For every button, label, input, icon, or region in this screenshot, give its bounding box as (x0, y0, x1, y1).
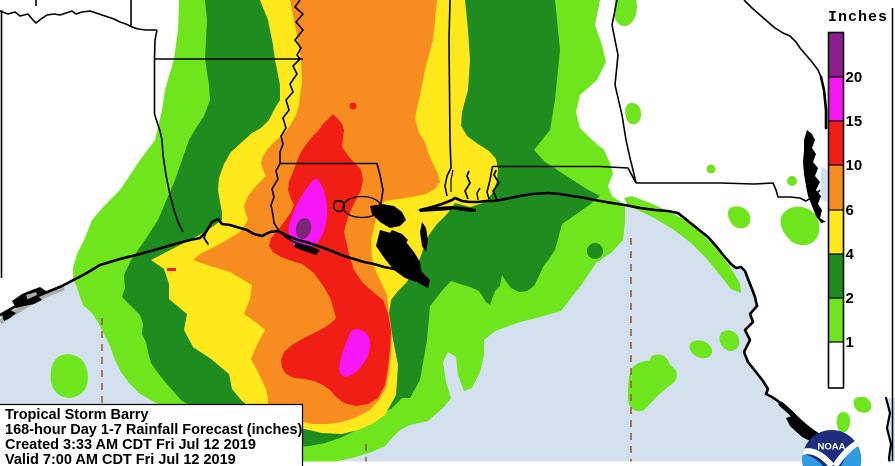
svg-text:10: 10 (846, 157, 863, 174)
svg-text:1: 1 (846, 334, 854, 351)
svg-text:4: 4 (846, 246, 855, 263)
svg-text:Created 3:33 AM CDT Fri Jul 12: Created 3:33 AM CDT Fri Jul 12 2019 (5, 437, 256, 453)
svg-text:NOAA: NOAA (818, 442, 846, 453)
svg-text:Inches: Inches (828, 9, 888, 26)
svg-text:20: 20 (846, 69, 863, 86)
svg-text:Valid 7:00 AM CDT Fri Jul 12 2: Valid 7:00 AM CDT Fri Jul 12 2019 (5, 452, 236, 466)
svg-text:168-hour Day 1-7 Rainfall Fore: 168-hour Day 1-7 Rainfall Forecast (inch… (5, 422, 303, 438)
svg-text:15: 15 (846, 113, 863, 130)
svg-text:Tropical Storm Barry: Tropical Storm Barry (5, 407, 148, 423)
svg-text:6: 6 (846, 202, 854, 219)
svg-text:2: 2 (846, 290, 854, 307)
